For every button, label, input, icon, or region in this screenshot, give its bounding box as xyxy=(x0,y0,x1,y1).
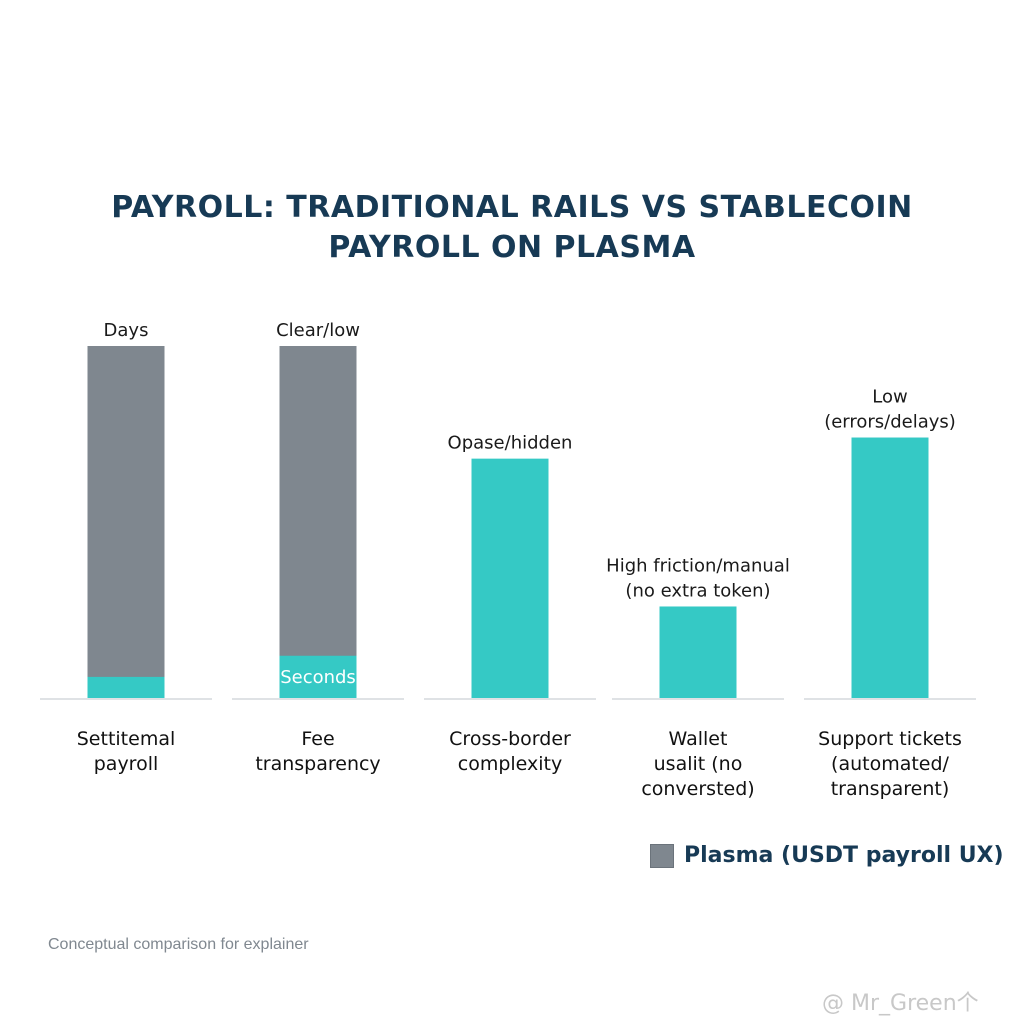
bar-series1-1 xyxy=(279,655,357,698)
category-label-3-1: usalit (no xyxy=(654,753,743,775)
chart-title: PAYROLL: TRADITIONAL RAILS VS STABLECOIN… xyxy=(111,190,913,265)
legend-swatch xyxy=(650,843,674,868)
category-label-2-1: complexity xyxy=(458,753,563,775)
category-label-1-0: Fee xyxy=(301,728,334,750)
bar-value-label-1-0: Clear/low xyxy=(276,320,360,341)
category-label-3-0: Wallet xyxy=(669,728,728,750)
bar-value-label-4-1: (errors/delays) xyxy=(824,412,956,433)
bar-series0-0 xyxy=(87,346,165,698)
category-label-0-1: payroll xyxy=(94,753,159,775)
category-label-4-0: Support tickets xyxy=(818,728,962,750)
bar-value-label-0-0: Days xyxy=(104,320,149,341)
legend: Plasma (USDT payroll UX) xyxy=(650,843,1004,868)
bar-series1-4 xyxy=(851,437,929,698)
category-label-1-1: transparency xyxy=(255,753,380,775)
legend-label: Plasma (USDT payroll UX) xyxy=(684,843,1004,868)
watermark: @ Mr_Green个 xyxy=(822,991,979,1016)
bar-series0-1 xyxy=(279,346,357,698)
bar-value-label-2-0: Opase/hidden xyxy=(448,433,573,454)
bar-value-label-3-0: High friction/manual xyxy=(606,555,790,576)
category-label-3-2: conversted) xyxy=(641,778,754,800)
category-label-2-0: Cross-border xyxy=(449,728,571,750)
bar-series1-2 xyxy=(471,458,549,698)
category-label-0-0: Settitemal xyxy=(77,728,176,750)
bar-value-label-4-0: Low xyxy=(872,387,907,408)
category-label-4-1: (automated/ xyxy=(831,753,950,775)
bar-inner-label-1: Seconds xyxy=(280,667,356,688)
bar-value-label-3-1: (no extra token) xyxy=(625,580,770,601)
bar-series1-0 xyxy=(87,676,165,698)
bar-series1-3 xyxy=(659,606,737,698)
category-label-4-2: transparent) xyxy=(831,778,950,800)
footnote: Conceptual comparison for explainer xyxy=(48,936,309,953)
